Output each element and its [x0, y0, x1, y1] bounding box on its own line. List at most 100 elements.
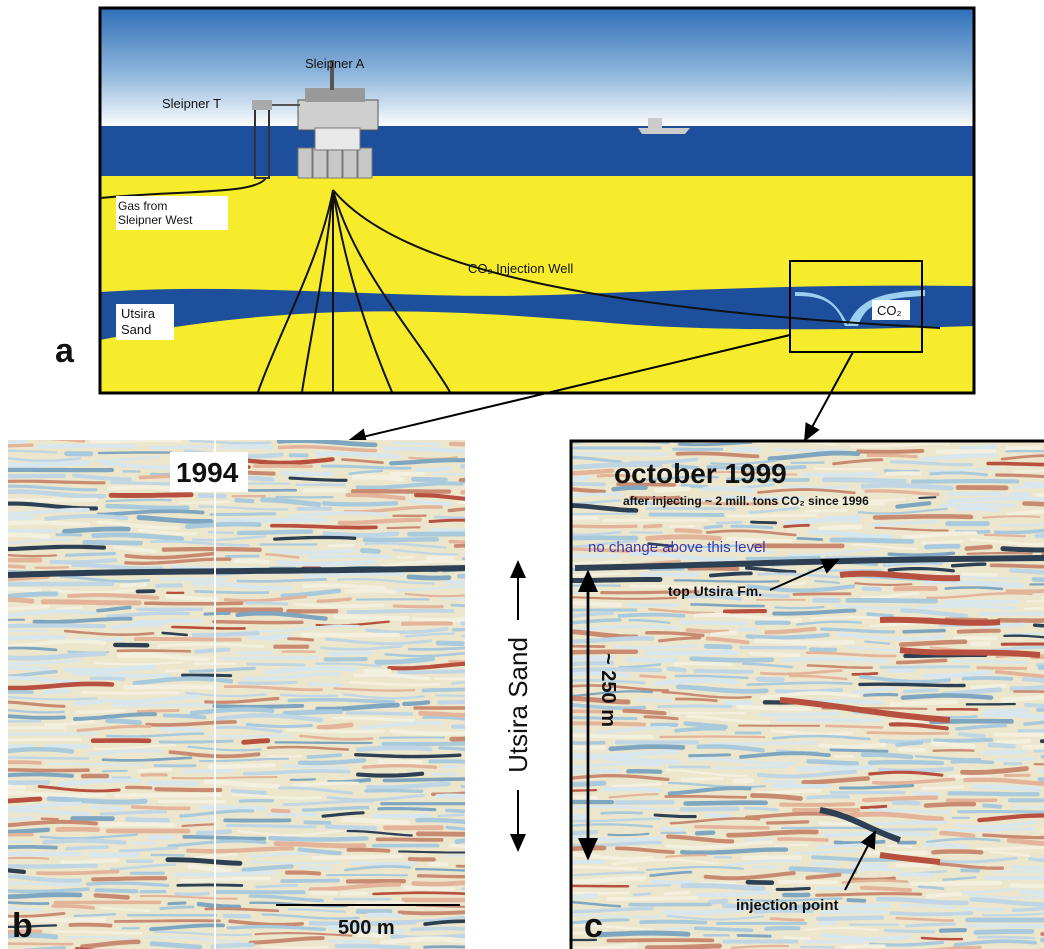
seismic-stripe: [962, 447, 994, 449]
seismic-stripe: [628, 771, 660, 772]
seismic-stripe: [848, 600, 936, 601]
seismic-stripe: [1025, 608, 1044, 609]
seismic-stripe: [200, 496, 224, 497]
seismic-stripe: [8, 589, 40, 590]
seismic-stripe: [746, 808, 778, 810]
seismic-stripe: [572, 735, 652, 737]
seismic-stripe: [809, 761, 857, 763]
seismic-stripe: [657, 489, 689, 491]
sky: [100, 8, 974, 128]
seismic-stripe: [717, 522, 741, 523]
seismic-stripe: [994, 872, 1044, 873]
seismic-stripe: [764, 781, 796, 782]
seismic-stripe: [425, 921, 505, 924]
seismic-stripe: [187, 524, 259, 527]
seismic-stripe: [273, 811, 289, 812]
seismic-stripe: [572, 484, 604, 485]
seismic-stripe: [785, 525, 809, 526]
seismic-stripe: [675, 580, 779, 581]
seismic-stripe: [942, 505, 1014, 506]
seismic-stripe: [111, 495, 191, 496]
seismic-stripe: [281, 695, 337, 696]
seismic-stripe: [164, 549, 260, 550]
figure: Sleipner A Sleipner T Gas fromSleipner W…: [0, 0, 1044, 949]
seismic-stripe: [777, 888, 809, 889]
seismic-stripe: [365, 539, 437, 540]
seismic-stripe: [213, 945, 253, 947]
seismic-stripe: [273, 551, 353, 553]
seismic-stripe: [926, 804, 974, 806]
seismic-stripe: [449, 508, 513, 510]
seismic-stripe: [760, 713, 840, 714]
seismic-stripe: [156, 789, 220, 790]
seismic-stripe: [439, 702, 487, 703]
seismic-stripe: [748, 635, 828, 637]
seismic-stripe: [752, 867, 776, 868]
seismic-stripe: [572, 790, 596, 791]
seismic-stripe: [8, 866, 96, 867]
seismic-stripe: [71, 925, 111, 926]
seismic-stripe: [425, 947, 489, 949]
seismic-stripe: [711, 573, 751, 575]
seismic-stripe: [572, 758, 596, 759]
seismic-stripe: [448, 582, 544, 583]
seismic-stripe: [779, 839, 827, 840]
seismic-stripe: [999, 620, 1044, 621]
seismic-stripe: [337, 946, 409, 948]
seismic-stripe: [960, 734, 984, 736]
seismic-stripe: [831, 750, 887, 751]
seismic-stripe: [941, 833, 973, 836]
seismic-stripe: [8, 758, 88, 759]
seismic-stripe: [896, 588, 936, 589]
seismic-stripe: [305, 822, 329, 823]
seismic-stripe: [8, 799, 40, 801]
seismic-stripe: [669, 669, 685, 671]
seismic-stripe: [1003, 548, 1044, 550]
seismic-stripe: [308, 755, 340, 757]
seismic-stripe: [900, 750, 924, 751]
seismic-stripe: [356, 755, 460, 757]
seismic-stripe: [874, 822, 946, 823]
seismic-stripe: [287, 873, 319, 874]
seismic-stripe: [414, 479, 446, 480]
seismic-stripe: [706, 646, 730, 647]
seismic-stripe: [310, 556, 390, 557]
seismic-stripe: [794, 594, 850, 595]
seismic-stripe: [451, 444, 507, 445]
seismic-stripe: [8, 716, 64, 718]
seismic-stripe: [628, 605, 676, 606]
seismic-stripe: [828, 517, 860, 518]
seismic-stripe: [1035, 764, 1044, 765]
seismic-stripe: [400, 911, 480, 913]
seismic-stripe: [394, 606, 442, 607]
seismic-stripe: [99, 453, 171, 454]
seismic-stripe: [696, 827, 768, 828]
seismic-stripe: [136, 639, 240, 640]
seismic-stripe: [572, 580, 660, 581]
seismic-stripe: [638, 700, 670, 701]
seismic-stripe: [775, 607, 823, 608]
seismic-stripe: [276, 844, 364, 846]
seismic-stripe: [868, 455, 916, 456]
seismic-stripe: [67, 554, 115, 556]
seismic-stripe: [8, 830, 48, 832]
seismic-stripe: [756, 641, 852, 643]
seismic-stripe: [666, 796, 746, 797]
seismic-stripe: [954, 661, 1026, 663]
seismic-stripe: [379, 809, 435, 810]
seismic-stripe: [648, 652, 736, 653]
seismic-stripe: [747, 557, 819, 558]
seismic-stripe: [885, 931, 933, 932]
seismic-stripe: [327, 827, 375, 829]
seismic-stripe: [800, 768, 872, 769]
seismic-stripe: [645, 526, 661, 527]
seismic-stripe: [416, 869, 464, 870]
seismic-stripe: [67, 847, 107, 849]
seismic-stripe: [824, 480, 904, 482]
label-co2: CO₂: [877, 303, 902, 318]
seismic-stripe: [248, 664, 304, 665]
seismic-stripe: [8, 762, 40, 763]
seismic-stripe: [777, 720, 881, 721]
seismic-stripe: [76, 702, 100, 703]
seismic-stripe: [738, 935, 770, 936]
